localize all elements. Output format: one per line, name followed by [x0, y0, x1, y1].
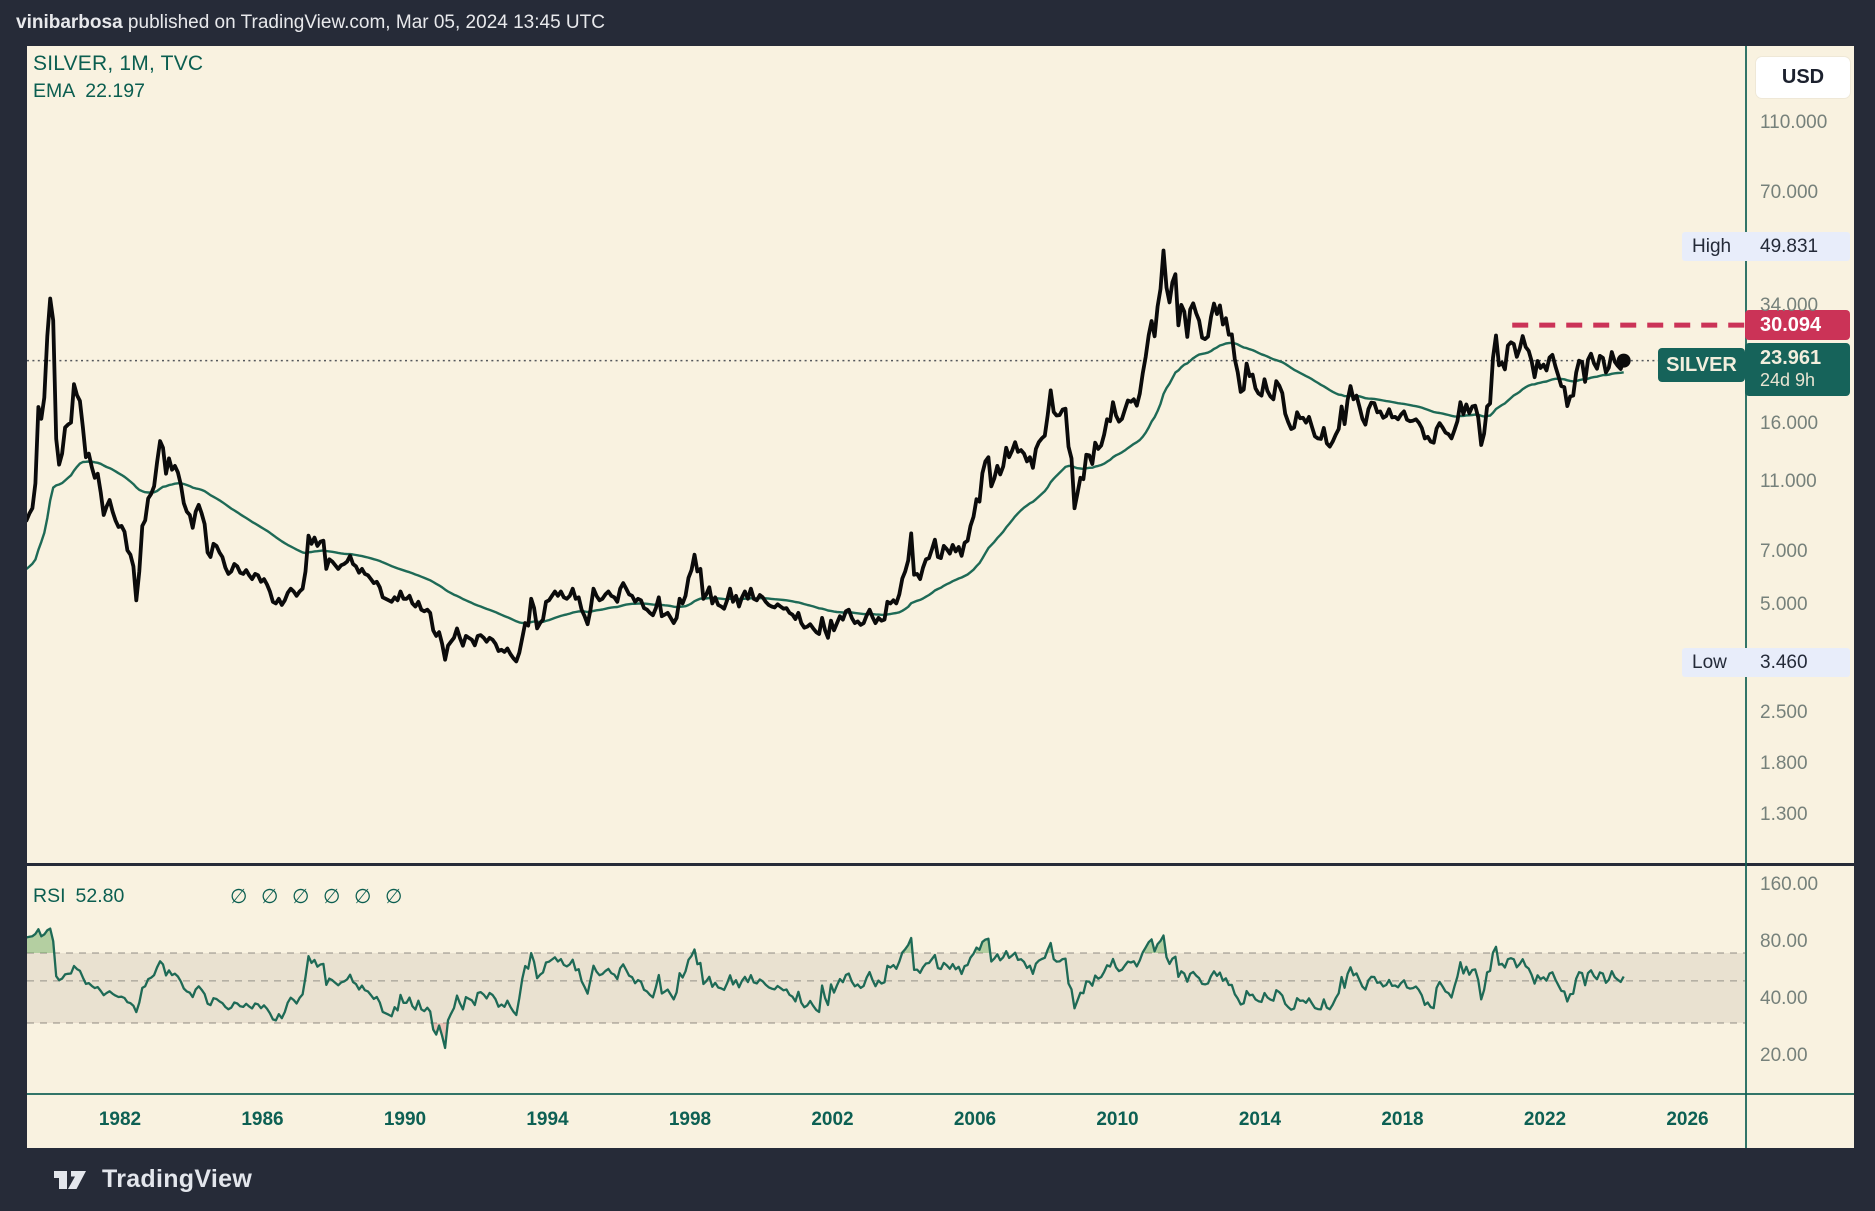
price-axis-tick[interactable]: 110.000 [1760, 112, 1828, 133]
rsi-band [27, 953, 1745, 1023]
rsi-line-series[interactable] [27, 927, 1625, 1050]
low-marker-label: Low [1692, 651, 1727, 673]
symbol-title: SILVER, 1M, TVC [33, 52, 204, 75]
time-axis-tick[interactable]: 2002 [811, 1109, 854, 1130]
brand-name[interactable]: TradingView [102, 1165, 253, 1193]
low-marker: Low 3.460 [1682, 647, 1850, 677]
last-price-label[interactable]: SILVER 23.961 24d 9h [1658, 343, 1850, 397]
high-marker: High 49.831 [1682, 231, 1850, 261]
time-axis-tick[interactable]: 1990 [383, 1109, 427, 1130]
time-axis-tick[interactable]: 2018 [1381, 1109, 1424, 1130]
price-axis-tick[interactable]: 2.500 [1760, 702, 1808, 723]
time-axis-tick[interactable]: 1998 [668, 1109, 712, 1130]
attribution-text: published on TradingView.com, Mar 05, 20… [122, 12, 605, 33]
price-axis-tick[interactable]: 34.000 [1760, 295, 1819, 317]
empty-arg-icon: ∅ [323, 886, 341, 908]
time-axis-tick[interactable]: 2022 [1523, 1109, 1567, 1130]
ema-value: 22.197 [85, 80, 145, 102]
last-price-dot [1616, 353, 1631, 368]
time-axis-tick[interactable]: 1986 [241, 1109, 284, 1130]
price-axis-tick[interactable]: 1.800 [1760, 753, 1808, 775]
empty-arg-icon: ∅ [354, 886, 372, 908]
tradingview-logo-icon[interactable] [52, 1166, 96, 1198]
time-scale-border [27, 1093, 1854, 1095]
price-axis-tick[interactable]: 20.00 [1760, 1045, 1808, 1067]
time-axis-tick[interactable]: 1982 [98, 1109, 142, 1130]
time-axis-tick[interactable]: 2026 [1666, 1109, 1709, 1130]
empty-arg-icon: ∅ [385, 886, 403, 908]
low-marker-value: 3.460 [1760, 651, 1808, 673]
rsi-value: 52.80 [75, 885, 125, 907]
price-axis-tick[interactable]: 7.000 [1760, 541, 1808, 563]
price-axis-tick[interactable]: 16.000 [1760, 412, 1819, 434]
ema-label: EMA [33, 80, 76, 102]
empty-arg-icon: ∅ [292, 886, 310, 908]
price-axis-tick[interactable]: 160.00 [1760, 873, 1819, 895]
ema-legend: EMA 22.197 [33, 80, 145, 103]
rsi-legend: RSI 52.80 [33, 885, 124, 908]
footer-bar: TradingView [0, 1148, 1875, 1211]
time-axis-tick[interactable]: 2010 [1096, 1109, 1139, 1130]
price-axis-tick[interactable]: 80.00 [1760, 931, 1808, 952]
price-level-label[interactable]: 30.094 [1745, 310, 1850, 341]
price-axis-tick[interactable]: 40.00 [1760, 988, 1808, 1010]
currency-toggle-button[interactable]: USD [1756, 57, 1850, 98]
attribution-bar: vinibarbosa published on TradingView.com… [0, 0, 1875, 46]
high-marker-value: 49.831 [1760, 235, 1819, 257]
last-price-box: 23.961 24d 9h [1745, 343, 1850, 397]
pane-divider[interactable] [27, 863, 1854, 866]
last-price-value: 23.961 [1760, 347, 1822, 370]
left-frame [0, 0, 27, 1211]
price-scale-border [1745, 46, 1747, 1148]
last-price-symbol: SILVER [1658, 348, 1745, 383]
price-line-series[interactable] [27, 248, 1626, 664]
author-name: vinibarbosa [16, 12, 123, 33]
time-axis-tick[interactable]: 1994 [526, 1109, 569, 1130]
time-axis-tick[interactable]: 2006 [953, 1109, 997, 1130]
price-level-value: 30.094 [1760, 314, 1822, 337]
time-axis-tick[interactable]: 2014 [1238, 1109, 1282, 1130]
empty-arg-icon: ∅ [230, 886, 248, 908]
right-frame [1854, 0, 1875, 1211]
price-axis-tick[interactable]: 70.000 [1760, 182, 1819, 204]
empty-arg-icon: ∅ [261, 886, 279, 908]
rsi-label: RSI [33, 885, 66, 907]
chart-surface [27, 46, 1854, 1148]
high-marker-label: High [1692, 235, 1732, 257]
price-axis-tick[interactable]: 5.000 [1760, 593, 1808, 615]
price-axis-tick[interactable]: 1.300 [1760, 803, 1808, 825]
bar-countdown: 24d 9h [1760, 370, 1816, 391]
rsi-hidden-args: ∅ ∅ ∅ ∅ ∅ ∅ [230, 884, 416, 909]
price-axis-tick[interactable]: 11.000 [1760, 471, 1817, 492]
